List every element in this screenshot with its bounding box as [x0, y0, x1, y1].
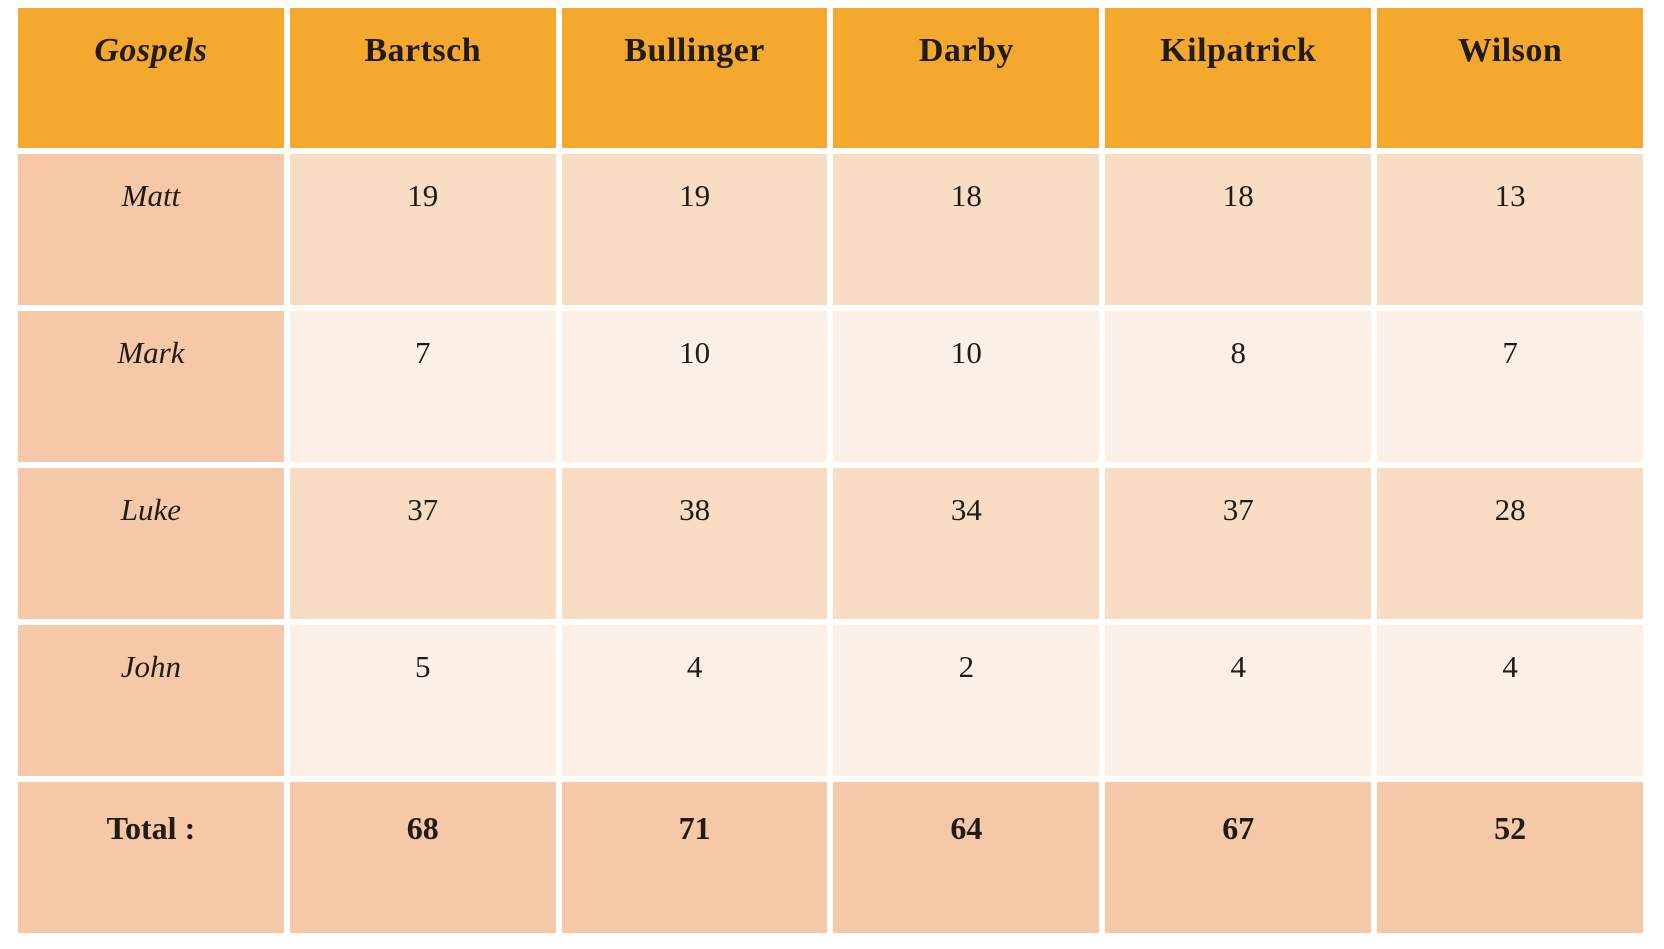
cell-matt-bartsch: 19	[289, 154, 556, 305]
cell-luke-bartsch: 37	[289, 468, 556, 619]
total-darby: 64	[833, 782, 1100, 933]
row-label-mark: Mark	[18, 311, 284, 462]
cell-luke-bullinger: 38	[561, 468, 828, 619]
total-bartsch: 68	[289, 782, 556, 933]
cell-john-wilson: 4	[1377, 625, 1643, 776]
cell-mark-kilpatrick: 8	[1105, 311, 1372, 462]
cell-luke-kilpatrick: 37	[1105, 468, 1372, 619]
cell-luke-darby: 34	[833, 468, 1100, 619]
total-bullinger: 71	[561, 782, 828, 933]
row-label-john: John	[18, 625, 284, 776]
column-header-wilson: Wilson	[1377, 8, 1643, 148]
corner-header-gospels: Gospels	[18, 8, 284, 148]
cell-mark-bartsch: 7	[289, 311, 556, 462]
table-row-john: John 5 4 2 4 4	[18, 625, 1643, 776]
cell-mark-darby: 10	[833, 311, 1100, 462]
cell-matt-bullinger: 19	[561, 154, 828, 305]
cell-matt-wilson: 13	[1377, 154, 1643, 305]
table-row-matt: Matt 19 19 18 18 13	[18, 154, 1643, 305]
column-header-darby: Darby	[833, 8, 1100, 148]
cell-luke-wilson: 28	[1377, 468, 1643, 619]
table-row-total: Total : 68 71 64 67 52	[18, 782, 1643, 933]
row-label-matt: Matt	[18, 154, 284, 305]
table-row-luke: Luke 37 38 34 37 28	[18, 468, 1643, 619]
total-wilson: 52	[1377, 782, 1643, 933]
column-header-kilpatrick: Kilpatrick	[1105, 8, 1372, 148]
cell-matt-darby: 18	[833, 154, 1100, 305]
table-row-mark: Mark 7 10 10 8 7	[18, 311, 1643, 462]
total-kilpatrick: 67	[1105, 782, 1372, 933]
header-row: Gospels Bartsch Bullinger Darby Kilpatri…	[18, 8, 1643, 148]
total-label: Total :	[18, 782, 284, 933]
cell-john-bartsch: 5	[289, 625, 556, 776]
cell-john-darby: 2	[833, 625, 1100, 776]
cell-mark-bullinger: 10	[561, 311, 828, 462]
cell-john-bullinger: 4	[561, 625, 828, 776]
column-header-bartsch: Bartsch	[289, 8, 556, 148]
cell-matt-kilpatrick: 18	[1105, 154, 1372, 305]
cell-mark-wilson: 7	[1377, 311, 1643, 462]
column-header-bullinger: Bullinger	[561, 8, 828, 148]
gospels-comparison-table: Gospels Bartsch Bullinger Darby Kilpatri…	[12, 2, 1649, 939]
row-label-luke: Luke	[18, 468, 284, 619]
cell-john-kilpatrick: 4	[1105, 625, 1372, 776]
